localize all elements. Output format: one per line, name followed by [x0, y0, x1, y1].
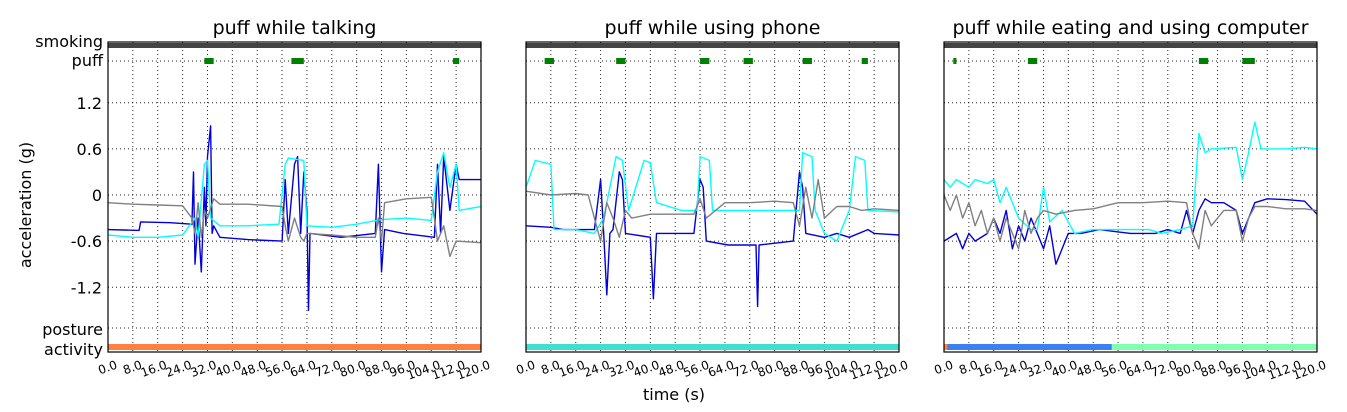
activity-segment: [108, 344, 481, 350]
series-line: [943, 198, 1318, 265]
label-posture: posture: [42, 320, 103, 339]
activity-segment: [944, 344, 948, 350]
series-line: [107, 196, 482, 258]
smoking-bar: [526, 43, 899, 48]
plot-frame: [107, 41, 482, 353]
series-line: [525, 152, 900, 242]
puff-mark: [861, 58, 868, 64]
series-line: [943, 121, 1318, 235]
y-tick-label: 1.2: [77, 94, 102, 113]
chart-title: puff while eating and using computer: [952, 17, 1308, 39]
activity-segment: [947, 344, 1112, 350]
x-tick-label: 0.0: [514, 358, 537, 378]
x-tick-label: 8.0: [121, 358, 144, 378]
plot-frame: [943, 41, 1318, 353]
x-tick-label: 0.0: [932, 358, 955, 378]
puff-mark: [544, 58, 554, 64]
puff-mark: [1198, 58, 1209, 64]
x-tick-label: 8.0: [957, 358, 980, 378]
x-tick-label: 0.0: [96, 358, 119, 378]
plot-frame: [525, 41, 900, 353]
puff-mark: [616, 58, 626, 64]
puff-mark: [1242, 58, 1255, 64]
puff-mark: [802, 58, 812, 64]
y-tick-label: -1.2: [71, 278, 102, 297]
puff-mark: [743, 58, 753, 64]
x-tick-label: 8.0: [539, 358, 562, 378]
series-line: [525, 171, 900, 308]
series-line: [525, 178, 900, 242]
smoking-bar: [944, 43, 1317, 48]
puff-mark: [291, 58, 304, 64]
y-axis-label: acceleration (g): [16, 142, 35, 268]
label-smoking: smoking: [35, 32, 103, 51]
series-line: [943, 194, 1318, 250]
chart-title: puff while talking: [213, 17, 377, 39]
puff-mark: [453, 58, 460, 64]
label-puff: puff: [72, 51, 104, 70]
activity-segment: [1111, 344, 1317, 350]
puff-mark: [204, 58, 214, 64]
x-axis-label: time (s): [643, 385, 705, 404]
panel-eating-computer: puff while eating and using computer 0.0 8…: [932, 17, 1328, 383]
activity-segment: [526, 344, 899, 350]
chart-title: puff while using phone: [605, 17, 821, 39]
puff-mark: [1027, 58, 1038, 64]
y-tick-label: 0: [92, 186, 102, 205]
puff-mark: [953, 58, 957, 64]
y-tick-label: -0.6: [71, 232, 102, 251]
label-activity: activity: [44, 340, 103, 359]
y-tick-label: 0.6: [77, 140, 102, 159]
smoking-bar: [108, 43, 481, 48]
puff-mark: [700, 58, 710, 64]
